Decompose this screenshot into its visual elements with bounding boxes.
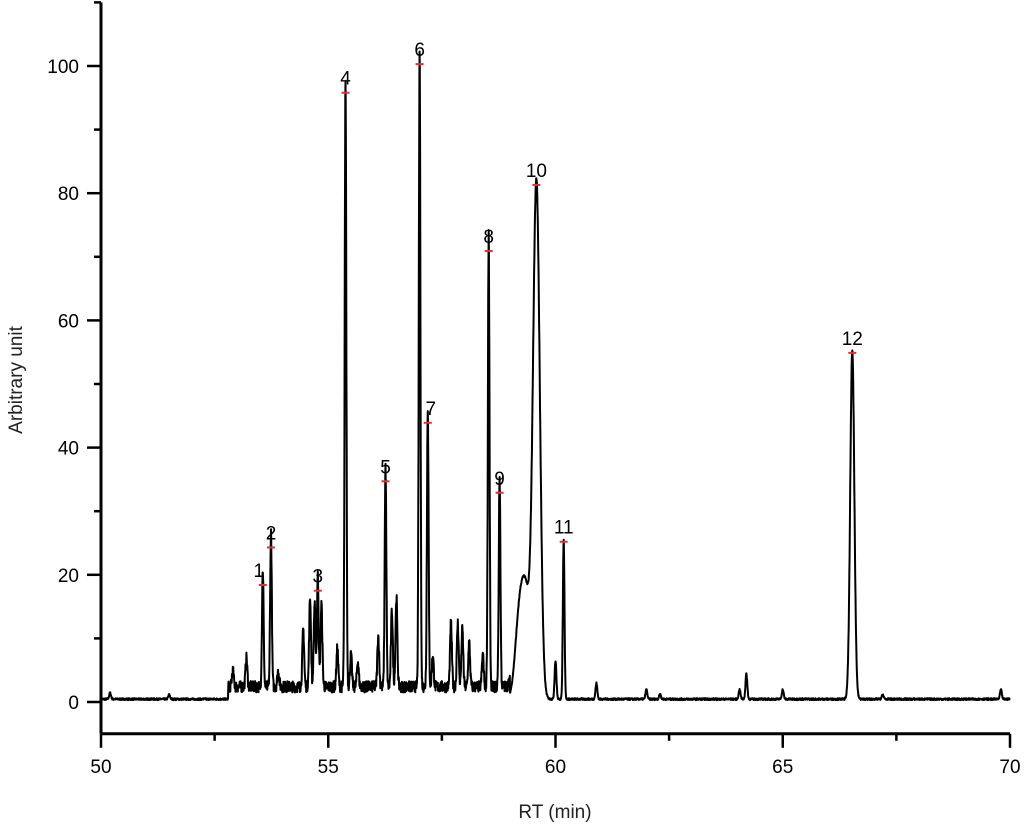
y-tick-label: 80 [58, 184, 79, 205]
peak-label-10: 10 [526, 161, 547, 182]
peak-label-9: 9 [494, 469, 505, 490]
peak-label-5: 5 [380, 457, 391, 478]
y-axis-title: Arbitrary unit [6, 325, 27, 433]
x-axis-title: RT (min) [518, 802, 591, 823]
peak-label-11: 11 [554, 518, 574, 539]
peak-label-8: 8 [483, 227, 494, 248]
x-tick-label: 50 [90, 757, 111, 778]
x-tick-label: 55 [318, 757, 339, 778]
peak-label-7: 7 [425, 399, 436, 420]
y-tick-label: 20 [58, 566, 79, 587]
x-tick-label: 65 [772, 757, 793, 778]
peak-label-12: 12 [842, 329, 863, 350]
peak-label-6: 6 [414, 40, 425, 61]
x-tick-label: 60 [545, 757, 566, 778]
x-tick-label: 70 [999, 757, 1020, 778]
y-tick-label: 40 [58, 439, 79, 460]
y-tick-label: 0 [68, 693, 79, 714]
peak-label-2: 2 [266, 523, 277, 544]
y-tick-label: 60 [58, 311, 79, 332]
peak-label-4: 4 [340, 69, 351, 90]
peak-label-1: 1 [254, 561, 265, 582]
chromatogram-trace [100, 50, 1011, 702]
peak-label-3: 3 [313, 567, 324, 588]
y-tick-label: 100 [47, 57, 79, 78]
